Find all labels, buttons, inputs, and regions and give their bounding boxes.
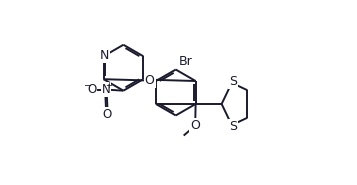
Text: S: S	[229, 120, 237, 133]
Text: N: N	[102, 83, 110, 96]
Text: −: −	[85, 81, 92, 91]
Text: O: O	[145, 74, 155, 87]
Text: N: N	[100, 49, 109, 62]
Text: S: S	[229, 75, 237, 88]
Text: +: +	[105, 81, 112, 90]
Text: O: O	[190, 119, 200, 132]
Text: Br: Br	[179, 55, 193, 68]
Text: O: O	[102, 108, 111, 121]
Text: O: O	[87, 83, 96, 96]
